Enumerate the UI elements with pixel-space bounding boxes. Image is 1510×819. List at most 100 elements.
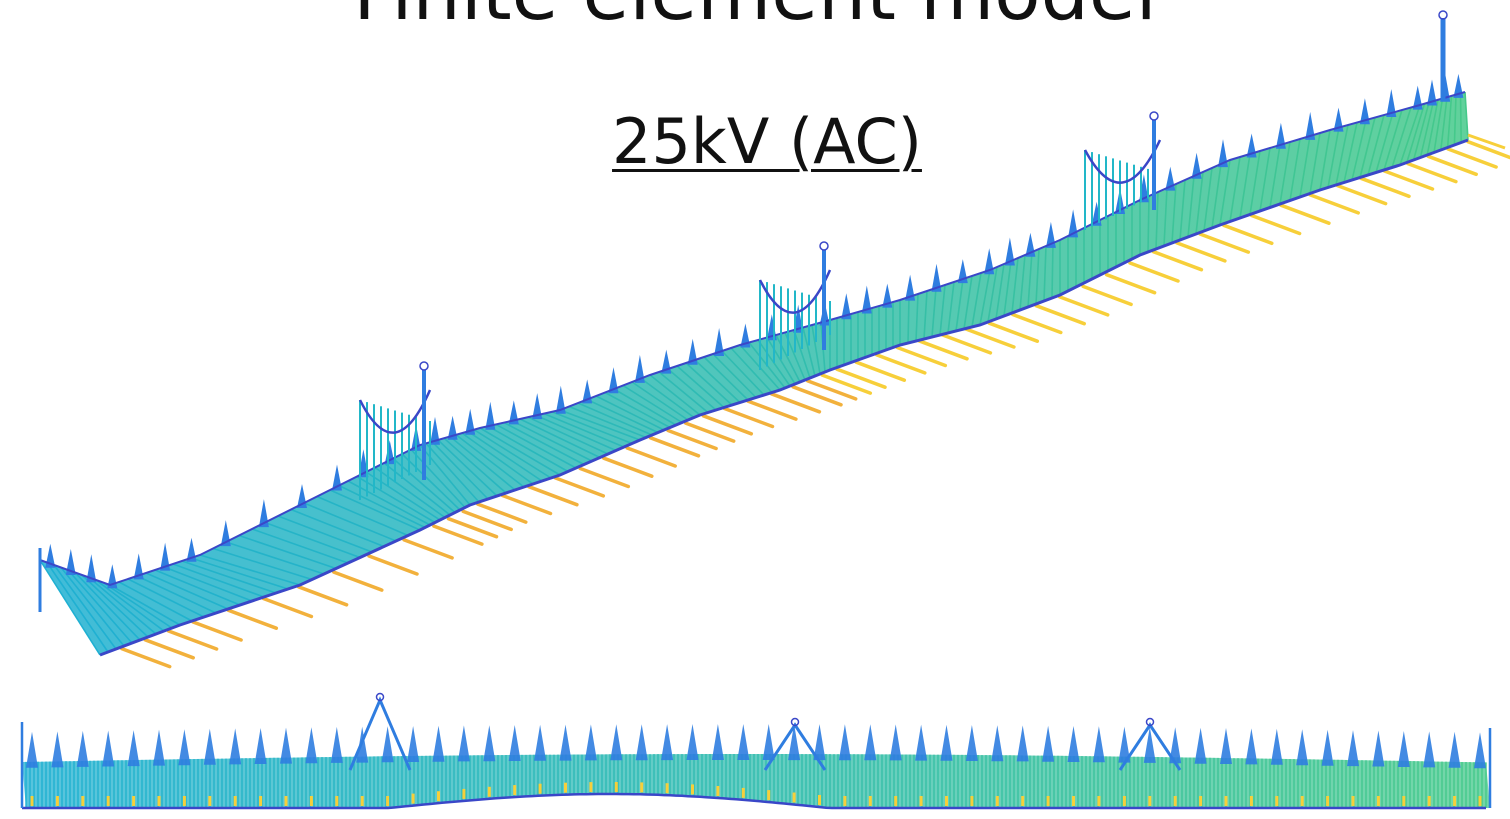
mast-pole (186, 537, 197, 562)
cantilever-arm (1128, 261, 1180, 283)
mast-pole (258, 499, 269, 528)
elevation-pole (661, 724, 674, 761)
mast-pole (1305, 111, 1316, 140)
dropper (1279, 141, 1291, 205)
dropper (290, 508, 385, 548)
dropper (443, 437, 507, 494)
mast-pole (905, 274, 916, 301)
dropper (685, 362, 733, 406)
cantilever-arm (1359, 176, 1411, 199)
dropper (712, 353, 757, 399)
cantilever-arm (1426, 154, 1478, 177)
dropper (1335, 124, 1349, 186)
elevation-pole (534, 724, 547, 761)
dropper (1239, 153, 1251, 219)
elevation-pole (1270, 728, 1283, 765)
mast-pole (661, 349, 672, 374)
dropper (251, 528, 349, 564)
dropper (67, 569, 133, 644)
dropper (88, 576, 157, 635)
dropper (649, 374, 701, 416)
mast-pole (841, 293, 852, 320)
dropper (604, 391, 671, 429)
dropper (730, 347, 773, 394)
dropper (1019, 254, 1026, 311)
dropper (473, 429, 552, 479)
cantilever-arm (1466, 139, 1510, 160)
cantilever-arm (722, 406, 775, 429)
dropper (586, 398, 659, 434)
dropper (401, 453, 461, 511)
cantilever-arm (917, 339, 969, 361)
dropper (1433, 98, 1444, 153)
cantilever-arm (940, 333, 993, 355)
cantilever-arm (769, 392, 822, 414)
cantilever-arm (402, 538, 454, 560)
overlap-section (758, 241, 832, 370)
dropper (527, 416, 609, 455)
elevation-pole (1372, 730, 1385, 767)
cantilever-arm (1011, 312, 1063, 335)
page-title: Finite element model (0, 0, 1510, 37)
dropper (316, 495, 409, 537)
dropper (1319, 129, 1331, 191)
overlap-wire (1083, 139, 1162, 184)
dropper (694, 359, 741, 404)
cantilever-arm (964, 327, 1016, 349)
cantilever-arm (446, 516, 499, 539)
mast-pole (1412, 85, 1423, 110)
mast-pole (634, 354, 645, 383)
cantilever-arm (578, 466, 631, 489)
mast-pole (447, 415, 458, 440)
mast-pole (687, 338, 698, 365)
dropper (1195, 171, 1204, 235)
elevation-contact-wire (22, 792, 1486, 810)
elevation-pole (737, 724, 750, 760)
dropper (238, 534, 337, 570)
dropper (631, 381, 689, 421)
dropper (979, 269, 991, 326)
dropper (1043, 245, 1047, 302)
elevation-pole (1321, 729, 1334, 766)
mast-pole (465, 408, 476, 435)
cantilever-arm (835, 367, 887, 389)
dropper (595, 395, 665, 431)
dropper (1412, 102, 1430, 161)
dropper (676, 365, 725, 409)
dropper (181, 560, 277, 594)
cantilever-arm (476, 502, 528, 524)
elevation-pole (1118, 726, 1131, 763)
elevation-pole (483, 725, 496, 762)
dropper (1289, 138, 1301, 201)
cantilever-arm (1034, 303, 1086, 326)
dropper (640, 377, 695, 419)
dropper (145, 572, 229, 610)
dropper (136, 575, 217, 614)
elevation-pole (788, 724, 801, 761)
dropper (46, 562, 109, 653)
dropper (74, 571, 141, 641)
dropper (1259, 147, 1271, 212)
mast-pole (332, 464, 342, 491)
dropper (53, 564, 117, 650)
cantilever-arm (746, 399, 798, 421)
mast-pole (1246, 133, 1257, 158)
dropper (1309, 132, 1321, 194)
dropper (1446, 95, 1453, 148)
elevation-pole (1448, 731, 1461, 768)
dropper (479, 427, 561, 476)
cantilever-arm (143, 638, 195, 660)
dropper (374, 466, 446, 519)
dropper (1269, 144, 1281, 208)
dropper (1249, 150, 1261, 215)
cantilever-arm (666, 428, 718, 451)
elevation-pole (1397, 731, 1410, 767)
elevation-pole (1474, 732, 1486, 769)
cantilever-arm (1057, 295, 1110, 317)
dropper (971, 272, 982, 328)
cantilever-arm (1279, 203, 1331, 225)
cantilever-arm (119, 646, 172, 669)
dropper (766, 337, 796, 385)
cantilever-arm (701, 414, 754, 436)
elevation-pole (330, 726, 343, 763)
